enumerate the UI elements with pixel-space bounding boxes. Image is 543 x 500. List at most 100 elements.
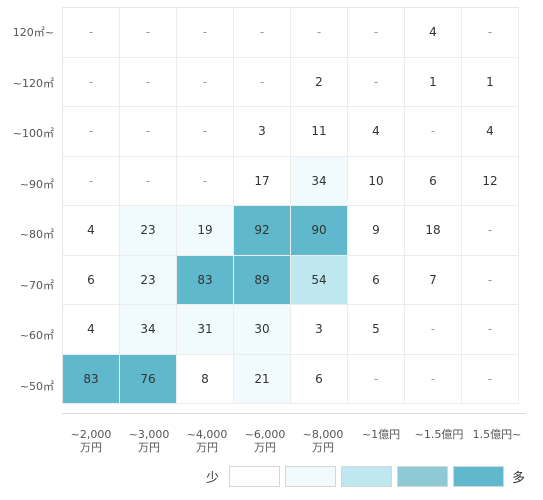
heatmap-cell[interactable]: 9 (348, 206, 405, 256)
heatmap-cell[interactable]: 5 (348, 305, 405, 355)
x-tick-label-line2: 万円 (80, 441, 102, 454)
heatmap-row: - - -3 11 4-4 (63, 107, 519, 157)
heatmap-cell[interactable]: 3 (291, 305, 348, 355)
heatmap-cell: - (63, 107, 120, 157)
heatmap-cell[interactable]: 34 (291, 156, 348, 206)
heatmap-cell[interactable]: 92 (234, 206, 291, 256)
heatmap-cell: - (348, 354, 405, 404)
heatmap-cell[interactable]: 54 (291, 255, 348, 305)
x-tick-label: ~6,000 万円 (236, 428, 294, 454)
heatmap-cell: - (462, 305, 519, 355)
heatmap-cell[interactable]: 8 (177, 354, 234, 404)
heatmap-cell: - (291, 8, 348, 58)
heatmap-cell[interactable]: 2 (291, 57, 348, 107)
y-tick-label: ~100㎡ (12, 127, 54, 141)
heatmap-cell[interactable]: 21 (234, 354, 291, 404)
x-tick-label-line2: 万円 (196, 441, 218, 454)
heatmap-grid: - - - - - -4- - - - -2-1 1- - -3 11 4-4- - -17 34 10 6 12 4 23… (62, 7, 519, 404)
heatmap-cell: - (63, 57, 120, 107)
heatmap-cell[interactable]: 6 (405, 156, 462, 206)
heatmap-cell: - (462, 255, 519, 305)
x-tick-label-line1: ~4,000 (186, 428, 228, 441)
heatmap-cell[interactable]: 4 (462, 107, 519, 157)
heatmap-row: 4 23 19 92 90 9 18- (63, 206, 519, 256)
legend-swatch-4 (453, 466, 505, 487)
heatmap-row: 83 76 8 21 6- - - (63, 354, 519, 404)
heatmap-cell[interactable]: 90 (291, 206, 348, 256)
heatmap-cell: - (405, 107, 462, 157)
x-tick-label: ~3,000 万円 (120, 428, 178, 454)
heatmap-cell[interactable]: 19 (177, 206, 234, 256)
heatmap-cell[interactable]: 12 (462, 156, 519, 206)
heatmap-cell: - (177, 8, 234, 58)
x-tick-label: ~8,000 万円 (294, 428, 352, 454)
heatmap-cell: - (120, 156, 177, 206)
heatmap-cell: - (63, 156, 120, 206)
heatmap-row: ------4- (63, 8, 519, 58)
heatmap-cell[interactable]: 6 (291, 354, 348, 404)
legend-swatch-1 (285, 466, 337, 487)
heatmap-cell: - (120, 57, 177, 107)
heatmap-cell: - (462, 206, 519, 256)
heatmap-cell: - (120, 8, 177, 58)
legend-swatch-2 (341, 466, 393, 487)
heatmap-row: 4 34 31 30 3 5- - (63, 305, 519, 355)
heatmap-cell[interactable]: 6 (348, 255, 405, 305)
x-tick-label-line1: ~1.5億円 (414, 428, 464, 441)
heatmap-cell[interactable]: 11 (291, 107, 348, 157)
heatmap-cell[interactable]: 7 (405, 255, 462, 305)
heatmap-cell[interactable]: 4 (63, 206, 120, 256)
legend-swatch-3 (397, 466, 449, 487)
grid-bottom-line (62, 413, 526, 414)
x-tick-label-line1: ~8,000 (302, 428, 344, 441)
x-tick-label-line1: ~3,000 (128, 428, 170, 441)
x-tick-label-line1: ~6,000 (244, 428, 286, 441)
heatmap-cell: - (63, 8, 120, 58)
heatmap-cell: - (177, 156, 234, 206)
x-tick-label-line2: 万円 (138, 441, 160, 454)
heatmap-cell[interactable]: 3 (234, 107, 291, 157)
legend-swatch-0 (229, 466, 281, 487)
x-tick-label: ~2,000 万円 (62, 428, 120, 454)
heatmap-cell[interactable]: 83 (177, 255, 234, 305)
heatmap-cell[interactable]: 10 (348, 156, 405, 206)
heatmap-cell[interactable]: 1 (405, 57, 462, 107)
heatmap-cell[interactable]: 89 (234, 255, 291, 305)
heatmap-cell[interactable]: 17 (234, 156, 291, 206)
x-tick-label: ~1億円 (352, 428, 410, 454)
y-tick-label: ~120㎡ (12, 76, 54, 90)
heatmap-cell[interactable]: 6 (63, 255, 120, 305)
heatmap-cell[interactable]: 76 (120, 354, 177, 404)
legend-high-label: 多 (512, 471, 526, 486)
heatmap-cell[interactable]: 23 (120, 206, 177, 256)
heatmap-cell[interactable]: 30 (234, 305, 291, 355)
heatmap-cell: - (348, 57, 405, 107)
x-tick-label-line1: 1.5億円~ (472, 428, 522, 441)
heatmap-cell[interactable]: 1 (462, 57, 519, 107)
heatmap-cell: - (234, 57, 291, 107)
x-tick-label-line1: ~1億円 (361, 428, 401, 441)
x-tick-label: 1.5億円~ (468, 428, 526, 454)
legend: 少 多 (206, 466, 525, 487)
heatmap-row: 6 23 83 89 54 6 7- (63, 255, 519, 305)
y-tick-label: ~90㎡ (19, 177, 54, 191)
heatmap-cell: - (462, 8, 519, 58)
heatmap-cell[interactable]: 18 (405, 206, 462, 256)
heatmap-cell[interactable]: 4 (63, 305, 120, 355)
heatmap-cell[interactable]: 31 (177, 305, 234, 355)
x-tick-label: ~1.5億円 (410, 428, 468, 454)
heatmap-cell: - (348, 8, 405, 58)
heatmap-cell[interactable]: 4 (348, 107, 405, 157)
heatmap-cell[interactable]: 23 (120, 255, 177, 305)
y-axis-labels: 120㎡~ ~120㎡ ~100㎡ ~90㎡ ~80㎡ ~70㎡ ~60㎡ ~50㎡ (0, 7, 58, 411)
heatmap-cell[interactable]: 4 (405, 8, 462, 58)
heatmap-cell[interactable]: 34 (120, 305, 177, 355)
x-tick-label: ~4,000 万円 (178, 428, 236, 454)
y-tick-label: ~50㎡ (19, 379, 54, 393)
x-tick-label-line2: 万円 (312, 441, 334, 454)
heatmap-cell: - (405, 305, 462, 355)
heatmap-cell: - (120, 107, 177, 157)
heatmap-cell[interactable]: 83 (63, 354, 120, 404)
y-tick-label: ~80㎡ (19, 228, 54, 242)
